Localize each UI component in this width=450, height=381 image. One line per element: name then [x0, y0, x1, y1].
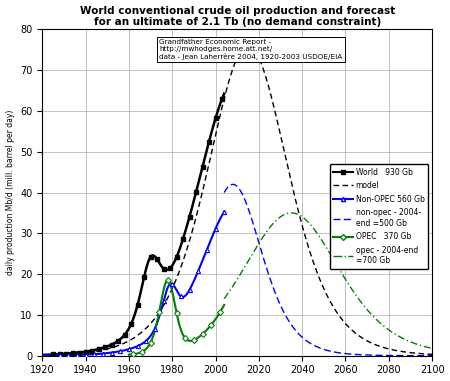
Legend: World   930 Gb, model, Non-OPEC 560 Gb, non-opec - 2004-
end =500 Gb, OPEC   370: World 930 Gb, model, Non-OPEC 560 Gb, no… [330, 164, 428, 269]
Y-axis label: daily production Mb/d (mill. barrel per day): daily production Mb/d (mill. barrel per … [5, 110, 14, 275]
Text: Grandfather Economic Report -
http://mwhodges.home.att.net/
data - Jean Laherrèr: Grandfather Economic Report - http://mwh… [159, 39, 342, 60]
Title: World conventional crude oil production and forecast
for an ultimate of 2.1 Tb (: World conventional crude oil production … [80, 6, 395, 27]
